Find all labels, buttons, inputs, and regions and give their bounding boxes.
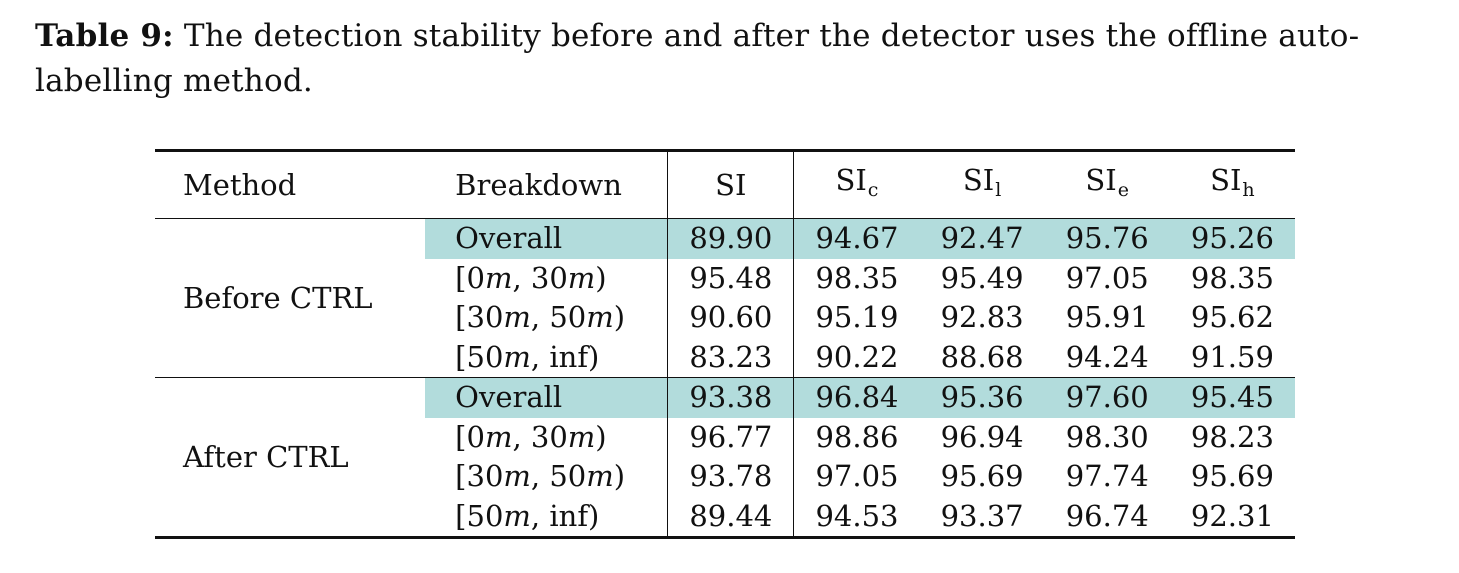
table-row: [30m, 50m) 93.78 97.05 95.69 97.74 95.69: [155, 457, 1295, 497]
sih-cell: 95.62: [1190, 300, 1274, 335]
sie-cell: 95.76: [1044, 218, 1170, 259]
table-row: Before CTRL Overall 89.90 94.67 92.47 95…: [155, 218, 1295, 315]
sih-cell: 91.59: [1190, 339, 1274, 374]
sih-cell: 92.31: [1190, 498, 1274, 533]
sic-cell: 98.35: [815, 260, 899, 295]
sil-cell: 95.49: [940, 260, 1024, 295]
header-sie: SIe: [1045, 151, 1170, 219]
breakdown-cell: [50m, inf): [425, 337, 669, 378]
si-cell: 93.78: [667, 457, 795, 497]
header-sic-base: SI: [835, 163, 867, 197]
sil-cell: 96.94: [940, 419, 1024, 454]
sic-cell: 95.19: [815, 300, 899, 335]
sil-cell: 92.47: [919, 218, 1045, 259]
table-caption: Table 9: The detection stability before …: [35, 14, 1425, 104]
header-sih-base: SI: [1210, 163, 1242, 197]
sil-cell: 92.83: [940, 300, 1024, 335]
caption-label: Table 9:: [35, 18, 174, 54]
si-cell: 83.23: [667, 337, 795, 378]
sie-cell: 97.74: [1065, 459, 1149, 494]
group-after-ctrl: After CTRL Overall 93.38 96.84 95.36 97.…: [155, 377, 1295, 538]
method-cell: After CTRL: [155, 377, 426, 538]
breakdown-cell: [30m, 50m): [425, 298, 669, 338]
si-cell: 95.48: [667, 258, 795, 298]
sil-cell: 88.68: [940, 339, 1024, 374]
breakdown-cell: [50m, inf): [425, 496, 669, 538]
table-row: [0m, 30m) 95.48 98.35 95.49 97.05 98.35: [155, 258, 1295, 298]
sie-cell: 97.60: [1044, 377, 1170, 418]
sil-cell: 95.36: [919, 377, 1045, 418]
header-method: Method: [183, 168, 297, 202]
sic-cell: 94.53: [815, 498, 899, 533]
header-breakdown: Breakdown: [425, 150, 669, 219]
header-sic: SIc: [794, 151, 920, 219]
method-cell: Before CTRL: [183, 280, 373, 315]
header-sie-sub: e: [1117, 179, 1129, 201]
si-cell: 96.77: [667, 417, 795, 457]
caption-text: The detection stability before and after…: [35, 18, 1360, 99]
table-row: [30m, 50m) 90.60 95.19 92.83 95.91 95.62: [155, 298, 1295, 338]
si-cell: 93.38: [667, 377, 795, 418]
group-before-ctrl: Before CTRL Overall 89.90 94.67 92.47 95…: [155, 218, 1295, 378]
header-sih: SIh: [1170, 151, 1295, 219]
sih-cell: 98.23: [1190, 419, 1274, 454]
sie-cell: 97.05: [1065, 260, 1149, 295]
breakdown-cell: Overall: [425, 377, 669, 418]
sil-cell: 93.37: [940, 498, 1024, 533]
results-table: Method Breakdown SI SIc SIl SIe SIh Befo…: [155, 149, 1295, 539]
sie-cell: 94.24: [1065, 339, 1149, 374]
header-sil-sub: l: [995, 179, 1002, 201]
sie-cell: 95.91: [1065, 300, 1149, 335]
sic-cell: 97.05: [815, 459, 899, 494]
table-row: [50m, inf) 83.23 90.22 88.68 94.24 91.59: [155, 337, 1295, 378]
sic-cell: 98.86: [815, 419, 899, 454]
sic-cell: 94.67: [793, 218, 920, 259]
sie-cell: 98.30: [1065, 419, 1149, 454]
breakdown-cell: [30m, 50m): [425, 457, 669, 497]
header-si: SI: [667, 150, 795, 219]
table-row: After CTRL Overall 93.38 96.84 95.36 97.…: [155, 377, 1295, 538]
sih-cell: 95.26: [1169, 218, 1295, 259]
header-sil-base: SI: [962, 163, 995, 197]
sih-cell: 98.35: [1190, 260, 1274, 295]
si-cell: 89.44: [667, 496, 795, 538]
breakdown-cell: Overall: [425, 218, 669, 259]
sie-cell: 96.74: [1065, 498, 1149, 533]
sil-cell: 95.69: [940, 459, 1024, 494]
header-sie-base: SI: [1085, 163, 1117, 197]
header-sil: SIl: [920, 151, 1045, 219]
si-cell: 90.60: [667, 298, 795, 338]
sic-cell: 90.22: [815, 339, 899, 374]
header-sih-sub: h: [1242, 179, 1255, 201]
header-row: Method Breakdown SI SIc SIl SIe SIh: [155, 150, 1295, 219]
header-sic-sub: c: [867, 179, 879, 201]
sih-cell: 95.45: [1169, 377, 1295, 418]
table-row: [0m, 30m) 96.77 98.86 96.94 98.30 98.23: [155, 417, 1295, 457]
table-row: [50m, inf) 89.44 94.53 93.37 96.74 92.31: [155, 496, 1295, 538]
breakdown-cell: [0m, 30m): [425, 258, 669, 298]
breakdown-cell: [0m, 30m): [425, 417, 669, 457]
si-cell: 89.90: [667, 218, 795, 259]
sic-cell: 96.84: [793, 377, 920, 418]
sih-cell: 95.69: [1190, 459, 1274, 494]
